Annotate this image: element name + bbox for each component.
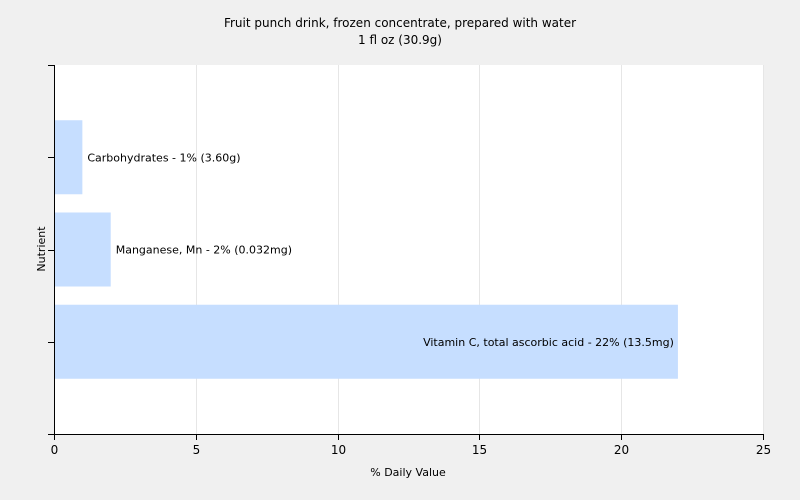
bar-label-1: Manganese, Mn - 2% (0.032mg): [116, 244, 292, 257]
bar-label-0: Carbohydrates - 1% (3.60g): [87, 151, 240, 164]
x-tick-label-3: 15: [472, 443, 487, 457]
bar-2: [55, 304, 678, 379]
y-axis-label: Nutrient: [35, 226, 48, 272]
bar-0: [55, 120, 83, 195]
bars: Carbohydrates - 1% (3.60g) Manganese, Mn …: [55, 120, 678, 379]
bar-label-2: Vitamin C, total ascorbic acid - 22% (13…: [423, 336, 674, 349]
chart-title: Fruit punch drink, frozen concentrate, p…: [224, 16, 576, 30]
chart-subtitle: 1 fl oz (30.9g): [358, 33, 442, 47]
x-tick-label-4: 20: [614, 443, 629, 457]
bar-1: [55, 212, 111, 287]
x-tick-label-2: 10: [331, 443, 346, 457]
x-axis-label: % Daily Value: [370, 466, 446, 479]
x-tick-label-0: 0: [51, 443, 59, 457]
x-tick-label-5: 25: [756, 443, 771, 457]
x-tick-label-1: 5: [193, 443, 201, 457]
axes: 0 5 10 15 20 25: [48, 65, 771, 457]
